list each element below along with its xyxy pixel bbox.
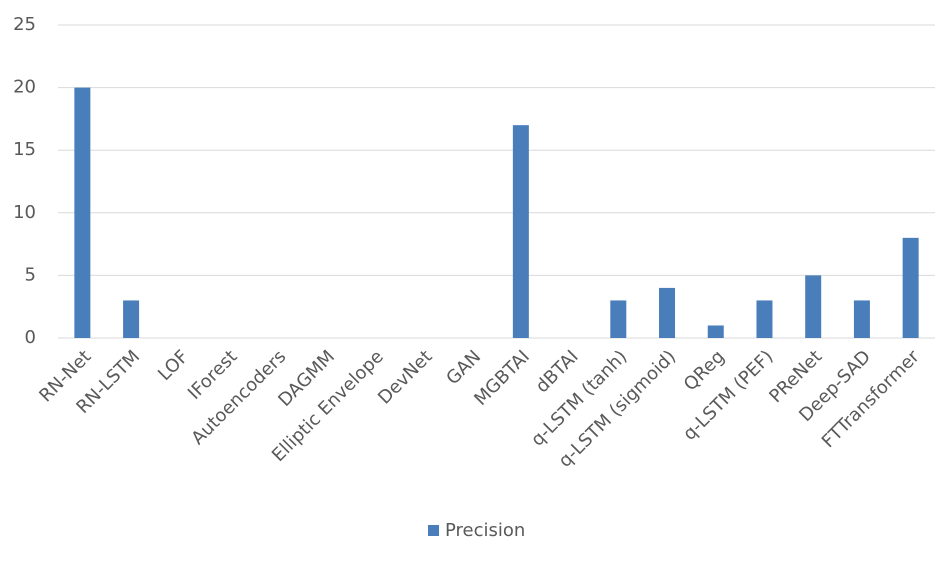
bar: [902, 237, 919, 338]
y-tick-label: 5: [25, 264, 36, 285]
bar: [610, 300, 627, 338]
legend-swatch: [428, 525, 439, 536]
x-tick-label: DevNet: [374, 346, 436, 408]
bar: [853, 300, 870, 338]
bar: [805, 275, 822, 338]
legend-label: Precision: [445, 520, 525, 541]
y-tick-label: 10: [13, 202, 36, 223]
bar: [659, 287, 676, 338]
bar: [512, 125, 529, 338]
x-tick-label: LOF: [154, 346, 193, 385]
y-tick-label: 0: [25, 327, 36, 348]
y-tick-label: 15: [13, 139, 36, 160]
bar: [123, 300, 140, 338]
bar: [707, 325, 724, 338]
bar: [74, 87, 91, 338]
x-tick-label: GAN: [442, 346, 485, 389]
y-tick-label: 20: [13, 77, 36, 98]
y-tick-label: 25: [13, 14, 36, 35]
bar: [756, 300, 773, 338]
